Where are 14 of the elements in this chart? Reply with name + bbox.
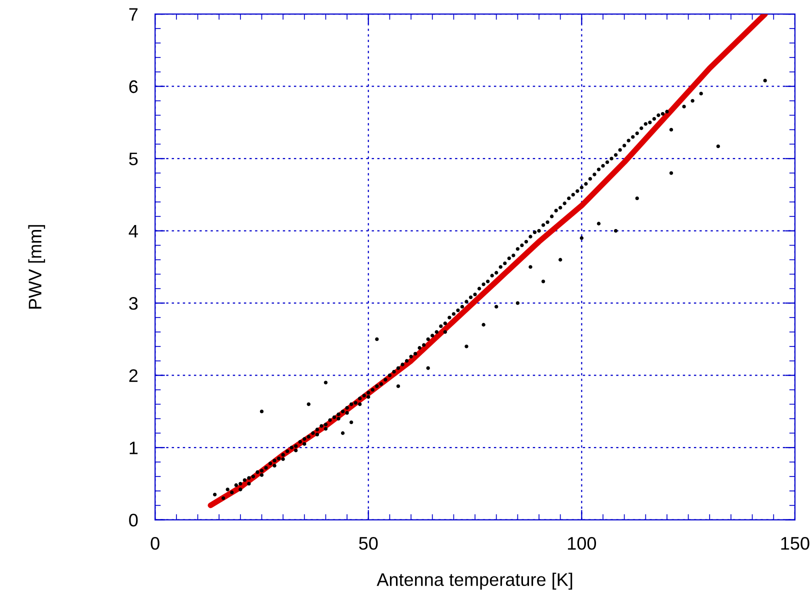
x-tick-label: 0	[150, 536, 160, 550]
y-tick-label: 4	[128, 224, 138, 238]
x-tick-label: 100	[568, 536, 596, 550]
x-axis-title: Antenna temperature [K]	[376, 572, 572, 590]
x-tick-label: 150	[781, 536, 810, 550]
y-axis-title: PWV [mm]	[28, 225, 46, 309]
y-tick-label: 6	[129, 80, 138, 94]
x-tick-label: 50	[359, 536, 378, 550]
y-tick-label: 5	[129, 152, 138, 166]
y-tick-label: 2	[129, 369, 138, 382]
y-tick-label: 1	[130, 442, 138, 454]
y-tick-label: 7	[129, 8, 138, 21]
y-tick-label: 3	[129, 297, 138, 310]
y-tick-label: 0	[129, 514, 138, 527]
